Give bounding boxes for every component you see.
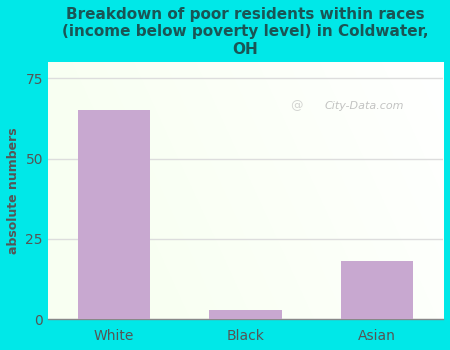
- Y-axis label: absolute numbers: absolute numbers: [7, 127, 20, 254]
- Text: @: @: [291, 99, 303, 112]
- Bar: [77, 110, 150, 319]
- Bar: [209, 310, 282, 319]
- Bar: [341, 261, 414, 319]
- Text: City-Data.com: City-Data.com: [324, 101, 404, 111]
- Title: Breakdown of poor residents within races
(income below poverty level) in Coldwat: Breakdown of poor residents within races…: [62, 7, 429, 57]
